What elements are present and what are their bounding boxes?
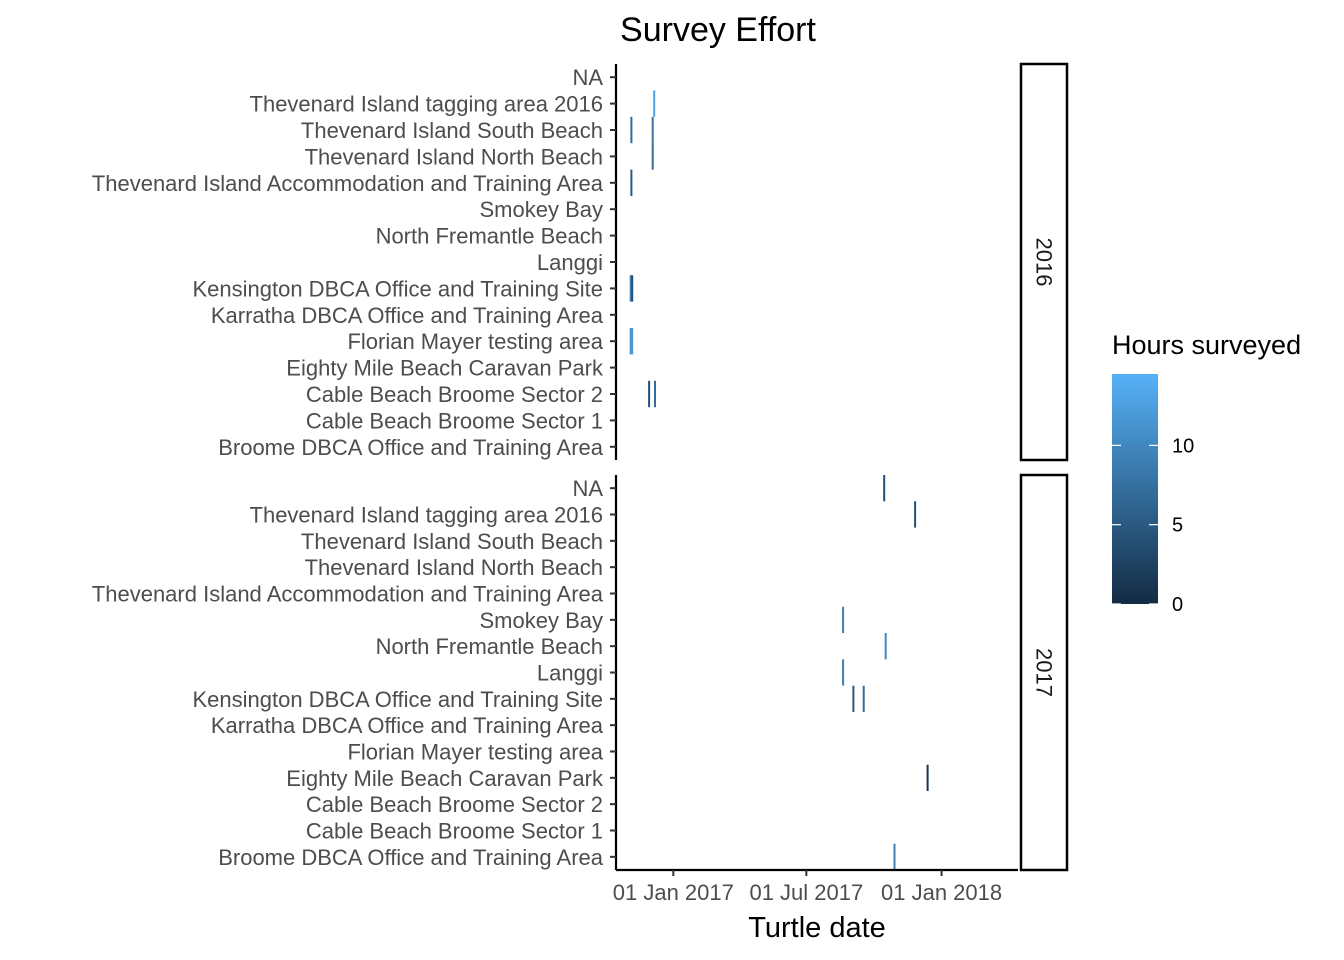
y-tick-label: Kensington DBCA Office and Training Site xyxy=(192,687,603,712)
y-tick-label: North Fremantle Beach xyxy=(376,634,603,659)
survey-tile xyxy=(631,275,634,302)
survey-tile xyxy=(653,90,656,117)
facet-panel-2016: Broome DBCA Office and Training AreaCabl… xyxy=(92,62,1069,462)
y-tick-label: Langgi xyxy=(537,250,603,275)
survey-tile xyxy=(862,685,865,712)
facet-strip-label: 2016 xyxy=(1032,238,1057,287)
survey-tile xyxy=(926,764,929,791)
survey-tile xyxy=(893,843,896,870)
survey-tile xyxy=(884,633,887,660)
y-tick-label: Eighty Mile Beach Caravan Park xyxy=(286,766,604,791)
survey-tile xyxy=(630,169,633,196)
legend-tick-label: 5 xyxy=(1172,515,1183,537)
y-tick-label: NA xyxy=(572,476,603,501)
x-tick-label: 01 Jul 2017 xyxy=(749,880,863,905)
y-tick-label: Cable Beach Broome Sector 2 xyxy=(306,792,603,817)
survey-tile xyxy=(648,380,651,408)
x-axis: 01 Jan 2017 01 Jul 2017 01 Jan 2018 xyxy=(613,868,1018,905)
y-tick-label: Thevenard Island tagging area 2016 xyxy=(250,92,603,117)
facet-strip xyxy=(1019,62,1069,462)
survey-tile xyxy=(629,328,632,355)
survey-tile xyxy=(852,685,855,712)
facet-panels: Broome DBCA Office and Training AreaCabl… xyxy=(92,62,1069,872)
chart-title: Survey Effort xyxy=(620,11,816,49)
survey-tile xyxy=(631,328,634,355)
survey-tile xyxy=(914,501,917,528)
survey-tile xyxy=(651,143,654,170)
color-legend: Hours surveyed 0 5 10 xyxy=(1112,330,1301,616)
y-tick-label: Karratha DBCA Office and Training Area xyxy=(211,713,604,738)
survey-tile xyxy=(651,116,654,144)
x-tick-label: 01 Jan 2018 xyxy=(881,880,1002,905)
survey-tile xyxy=(630,116,633,144)
y-tick-label: Thevenard Island North Beach xyxy=(305,555,603,580)
y-tick-label: Thevenard Island Accommodation and Train… xyxy=(92,171,604,196)
y-tick-label: Cable Beach Broome Sector 2 xyxy=(306,382,603,407)
y-tick-label: Karratha DBCA Office and Training Area xyxy=(211,303,604,328)
y-tick-label: Thevenard Island tagging area 2016 xyxy=(250,503,603,528)
y-tick-label: NA xyxy=(572,65,603,90)
facet-panel-2017: Broome DBCA Office and Training AreaCabl… xyxy=(92,473,1069,872)
y-tick-label: Smokey Bay xyxy=(480,197,604,222)
y-tick-label: Florian Mayer testing area xyxy=(347,740,603,765)
y-tick-label: Eighty Mile Beach Caravan Park xyxy=(286,356,604,381)
y-tick-label: Cable Beach Broome Sector 1 xyxy=(306,408,603,433)
y-tick-label: Broome DBCA Office and Training Area xyxy=(218,845,604,870)
y-tick-label: Langgi xyxy=(537,661,603,686)
legend-tick-label: 10 xyxy=(1172,435,1194,457)
y-tick-label: Thevenard Island South Beach xyxy=(301,529,603,554)
y-tick-label: Thevenard Island Accommodation and Train… xyxy=(92,582,604,607)
y-tick-label: Thevenard Island North Beach xyxy=(305,144,603,169)
y-tick-label: Broome DBCA Office and Training Area xyxy=(218,435,604,460)
legend-colorbar xyxy=(1112,374,1158,604)
y-tick-label: North Fremantle Beach xyxy=(376,224,603,249)
survey-tile xyxy=(842,606,845,633)
x-tick-label: 01 Jan 2017 xyxy=(613,880,734,905)
y-tick-label: Florian Mayer testing area xyxy=(347,329,603,354)
survey-tile xyxy=(654,380,656,408)
legend-title: Hours surveyed xyxy=(1112,330,1301,360)
facet-strip xyxy=(1019,473,1069,872)
legend-tick-label: 0 xyxy=(1172,594,1183,616)
y-tick-label: Kensington DBCA Office and Training Site xyxy=(192,276,603,301)
facet-strip-label: 2017 xyxy=(1032,648,1057,697)
survey-tile xyxy=(883,475,886,502)
x-axis-title: Turtle date xyxy=(748,912,886,944)
y-tick-label: Cable Beach Broome Sector 1 xyxy=(306,819,603,844)
survey-tile xyxy=(629,275,632,302)
y-tick-label: Thevenard Island South Beach xyxy=(301,118,603,143)
survey-tile xyxy=(842,659,845,686)
y-tick-label: Smokey Bay xyxy=(480,608,604,633)
